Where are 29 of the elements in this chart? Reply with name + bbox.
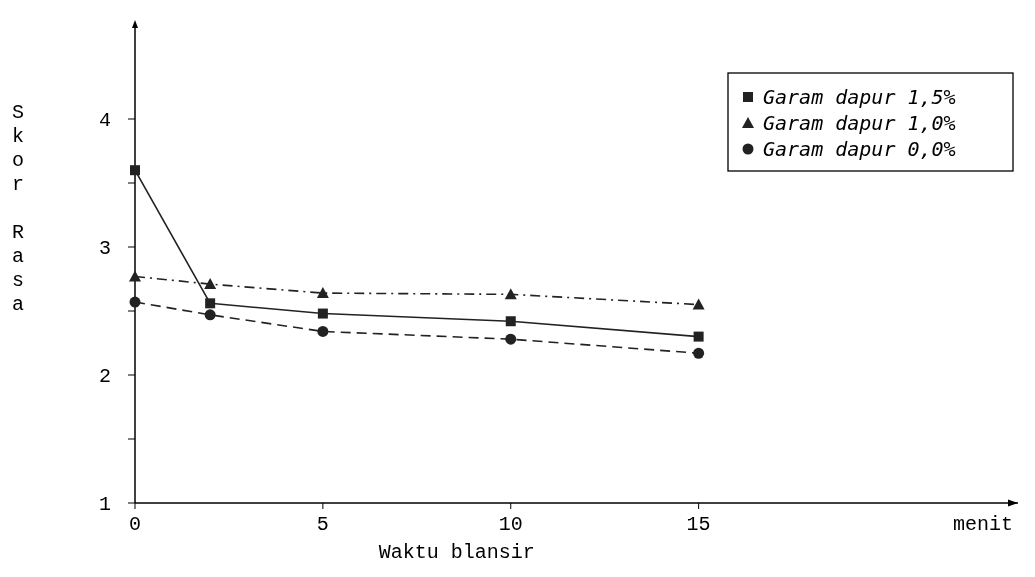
y-tick-label: 4 — [98, 109, 112, 132]
point — [504, 288, 517, 300]
point — [129, 296, 141, 308]
point — [204, 309, 216, 321]
point — [130, 165, 140, 176]
text: Skor Rasa — [11, 101, 25, 316]
legend-label: Garam dapur 0,0% — [763, 137, 956, 161]
x-tick-label: 5 — [316, 513, 329, 536]
point — [316, 287, 329, 299]
point — [505, 333, 517, 345]
text: menit — [952, 513, 1013, 536]
x-tick-label: 0 — [128, 513, 142, 536]
y-tick-label: 3 — [98, 237, 112, 260]
point — [693, 331, 704, 342]
point — [505, 316, 516, 327]
y-tick-label: 2 — [98, 365, 112, 388]
point — [129, 270, 141, 282]
point — [692, 298, 705, 310]
legend-label: Garam dapur 1,0% — [763, 111, 956, 135]
x-tick-label: 15 — [686, 513, 711, 536]
x-axis-title: Waktu blansir — [378, 541, 535, 564]
point — [317, 325, 329, 337]
point — [204, 278, 217, 290]
point — [205, 298, 216, 309]
y-tick-label: 1 — [98, 493, 112, 516]
point — [693, 347, 705, 359]
x-tick-label: 10 — [498, 513, 523, 536]
legend-label: Garam dapur 1,5% — [763, 85, 956, 109]
point — [317, 308, 328, 319]
